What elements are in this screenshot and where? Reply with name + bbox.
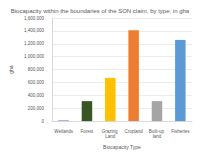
svg-text:200,000: 200,000 <box>28 106 45 111</box>
svg-text:400,000: 400,000 <box>28 93 45 98</box>
svg-text:land: land <box>153 134 162 139</box>
svg-text:1,200,000: 1,200,000 <box>24 41 45 46</box>
svg-text:800,000: 800,000 <box>28 67 45 72</box>
svg-text:Built-up: Built-up <box>148 129 166 135</box>
svg-text:Biocapacity within the boundar: Biocapacity within the boundaries of the… <box>11 8 190 14</box>
svg-text:1,600,000: 1,600,000 <box>24 16 45 21</box>
svg-text:Cropland: Cropland <box>125 129 144 134</box>
svg-text:Forest: Forest <box>81 129 95 134</box>
svg-text:0: 0 <box>41 119 44 124</box>
svg-text:1,400,000: 1,400,000 <box>24 28 45 33</box>
svg-text:Wetlands: Wetlands <box>54 129 73 134</box>
svg-text:1,000,000: 1,000,000 <box>24 54 45 59</box>
svg-text:Biocapacity Type: Biocapacity Type <box>103 144 141 150</box>
svg-text:Fisheries: Fisheries <box>171 129 190 134</box>
svg-text:Land: Land <box>105 134 116 139</box>
svg-text:gha: gha <box>8 65 14 74</box>
svg-text:Grazing: Grazing <box>101 129 119 135</box>
svg-text:600,000: 600,000 <box>28 80 45 85</box>
